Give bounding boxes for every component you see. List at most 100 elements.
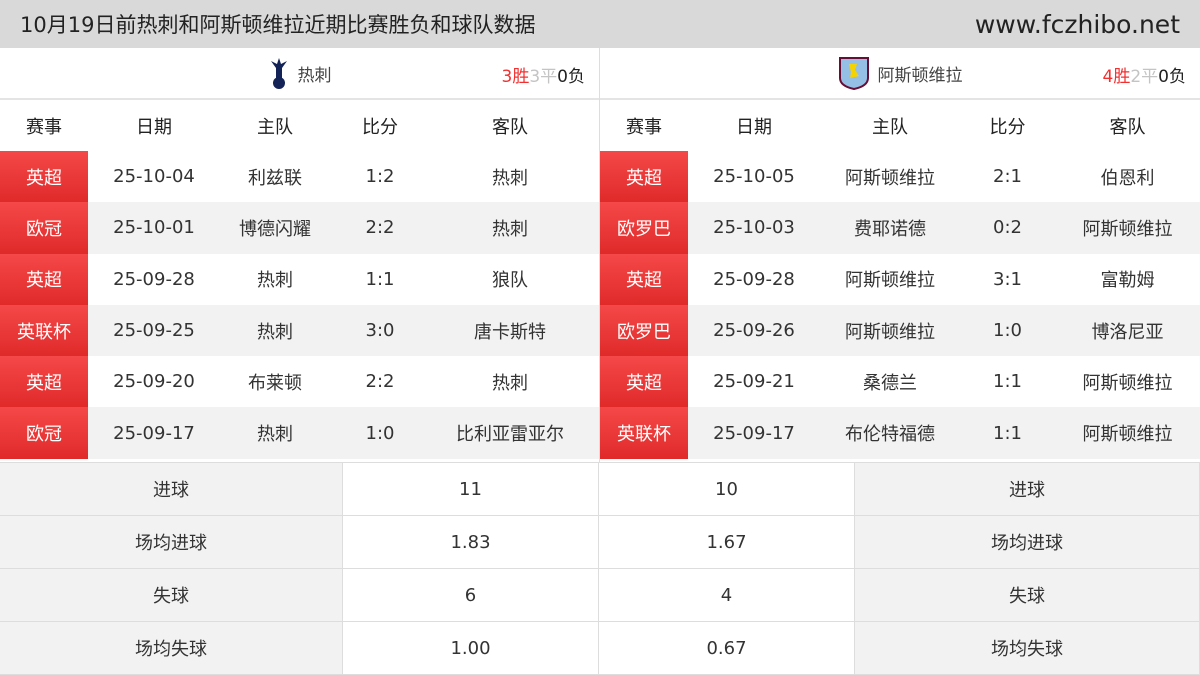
date-cell: 25-09-28: [113, 268, 195, 290]
score-cell: 1:1: [993, 422, 1022, 444]
home-team-cell: 阿斯顿维拉: [845, 321, 935, 343]
match-row[interactable]: 英超 25-10-05 阿斯顿维拉 2:1 伯恩利: [600, 151, 1200, 203]
record: 3胜3平0负: [502, 62, 585, 87]
stat-label: 进球: [0, 463, 343, 516]
date-cell: 25-09-17: [113, 422, 195, 444]
date-cell: 25-10-03: [713, 217, 795, 239]
aston-villa-crest-icon: [838, 55, 870, 91]
left-stat-value: 1.83: [343, 516, 599, 569]
competition-cell: 欧冠: [0, 202, 88, 254]
date-cell: 25-09-20: [113, 371, 195, 393]
match-row[interactable]: 英联杯 25-09-25 热刺 3:0 唐卡斯特: [0, 304, 599, 357]
right-stat-value: 4: [599, 569, 855, 622]
home-team-cell: 热刺: [257, 321, 293, 343]
left-stat-value: 11: [343, 463, 599, 516]
team-name: 阿斯顿维拉: [877, 65, 963, 86]
away-team-cell: 唐卡斯特: [474, 321, 546, 343]
stat-label: 失球: [855, 569, 1200, 622]
home-team-cell: 阿斯顿维拉: [845, 167, 935, 189]
competition-cell: 英联杯: [0, 304, 88, 357]
column-header: 日期: [736, 116, 772, 138]
date-cell: 25-09-26: [713, 320, 795, 342]
right-stat-value: 1.67: [599, 516, 855, 569]
wins: 3胜: [501, 67, 530, 87]
stat-label: 场均失球: [855, 622, 1200, 675]
page-title: 10月19日前热刺和阿斯顿维拉近期比赛胜负和球队数据: [20, 13, 536, 37]
away-team-cell: 博洛尼亚: [1091, 321, 1164, 343]
team-header: 热刺 3胜3平0负: [0, 48, 599, 100]
match-row[interactable]: 欧冠 25-09-17 热刺 1:0 比利亚雷亚尔: [0, 407, 599, 459]
home-team-cell: 热刺: [257, 424, 293, 446]
column-header: 主队: [872, 116, 908, 138]
left-team-panel: 热刺 3胜3平0负 赛事 日期 主队 比分 客队 英超 25-10-04 利兹联 1:2 热刺 欧冠…: [0, 48, 600, 462]
left-stat-value: 1.00: [343, 622, 599, 675]
home-team-cell: 利兹联: [248, 167, 302, 189]
match-row[interactable]: 英超 25-10-04 利兹联 1:2 热刺: [0, 151, 599, 203]
away-team-cell: 热刺: [492, 218, 528, 240]
draws: 2平: [1130, 67, 1159, 87]
date-cell: 25-09-28: [713, 268, 795, 290]
column-headers: 赛事 日期 主队 比分 客队: [0, 100, 599, 151]
match-row[interactable]: 英超 25-09-28 阿斯顿维拉 3:1 富勒姆: [600, 253, 1200, 305]
home-team-cell: 热刺: [257, 270, 293, 292]
away-team-cell: 热刺: [492, 167, 528, 189]
match-row[interactable]: 英超 25-09-28 热刺 1:1 狼队: [0, 253, 599, 305]
match-row[interactable]: 欧罗巴 25-10-03 费耶诺德 0:2 阿斯顿维拉: [600, 202, 1200, 254]
home-team-cell: 费耶诺德: [854, 218, 926, 240]
score-cell: 1:2: [365, 166, 395, 188]
score-cell: 3:1: [993, 268, 1022, 290]
competition-cell: 欧罗巴: [600, 202, 688, 254]
away-team-cell: 富勒姆: [1100, 270, 1155, 292]
score-cell: 1:0: [365, 422, 395, 444]
column-header: 赛事: [626, 116, 662, 138]
competition-cell: 英超: [600, 151, 688, 203]
match-row[interactable]: 欧冠 25-10-01 博德闪耀 2:2 热刺: [0, 202, 599, 254]
competition-cell: 英超: [0, 151, 88, 203]
match-row[interactable]: 英超 25-09-20 布莱顿 2:2 热刺: [0, 356, 599, 408]
column-header: 日期: [136, 116, 172, 138]
competition-cell: 欧冠: [0, 407, 88, 459]
competition-cell: 欧罗巴: [600, 304, 688, 357]
column-header: 比分: [362, 116, 398, 138]
competition-cell: 英超: [0, 356, 88, 408]
date-cell: 25-09-17: [713, 422, 795, 444]
column-headers: 赛事 日期 主队 比分 客队: [600, 100, 1200, 151]
score-cell: 1:1: [365, 268, 395, 290]
match-row[interactable]: 英超 25-09-21 桑德兰 1:1 阿斯顿维拉: [600, 356, 1200, 408]
away-team-cell: 比利亚雷亚尔: [456, 424, 564, 446]
home-team-cell: 布莱顿: [248, 372, 302, 394]
losses: 0负: [1158, 67, 1186, 87]
competition-cell: 英超: [0, 253, 88, 305]
away-team-cell: 热刺: [492, 372, 528, 394]
away-team-cell: 阿斯顿维拉: [1082, 218, 1173, 240]
right-stat-value: 10: [599, 463, 855, 516]
competition-cell: 英联杯: [600, 407, 688, 459]
site-url: www.fczhibo.net: [974, 9, 1180, 39]
wins: 4胜: [1102, 67, 1131, 87]
record: 4胜2平0负: [1103, 62, 1186, 87]
match-row[interactable]: 欧罗巴 25-09-26 阿斯顿维拉 1:0 博洛尼亚: [600, 304, 1200, 357]
away-team-cell: 狼队: [492, 270, 528, 292]
team-header: 阿斯顿维拉 4胜2平0负: [600, 48, 1200, 100]
right-team-panel: 阿斯顿维拉 4胜2平0负 赛事 日期 主队 比分 客队 英超 25-10-05 阿斯顿维拉 2:…: [600, 48, 1200, 462]
stat-label: 进球: [855, 463, 1200, 516]
score-cell: 2:2: [365, 371, 395, 393]
date-cell: 25-09-21: [713, 371, 795, 393]
away-team-cell: 阿斯顿维拉: [1082, 372, 1173, 394]
page-header: 10月19日前热刺和阿斯顿维拉近期比赛胜负和球队数据 www.fczhibo.n…: [0, 0, 1200, 48]
losses: 0负: [557, 67, 585, 87]
date-cell: 25-10-05: [713, 166, 795, 188]
left-stat-value: 6: [343, 569, 599, 622]
competition-cell: 英超: [600, 356, 688, 408]
home-team-cell: 阿斯顿维拉: [845, 270, 935, 292]
home-team-cell: 桑德兰: [863, 372, 917, 394]
score-cell: 0:2: [993, 217, 1022, 239]
score-cell: 2:1: [993, 166, 1022, 188]
stat-label: 场均进球: [0, 516, 343, 569]
date-cell: 25-09-25: [113, 320, 195, 342]
score-cell: 3:0: [365, 320, 395, 342]
match-row[interactable]: 英联杯 25-09-17 布伦特福德 1:1 阿斯顿维拉: [600, 407, 1200, 459]
team-name: 热刺: [297, 65, 332, 86]
away-team-cell: 阿斯顿维拉: [1082, 424, 1173, 446]
right-stat-value: 0.67: [599, 622, 855, 675]
